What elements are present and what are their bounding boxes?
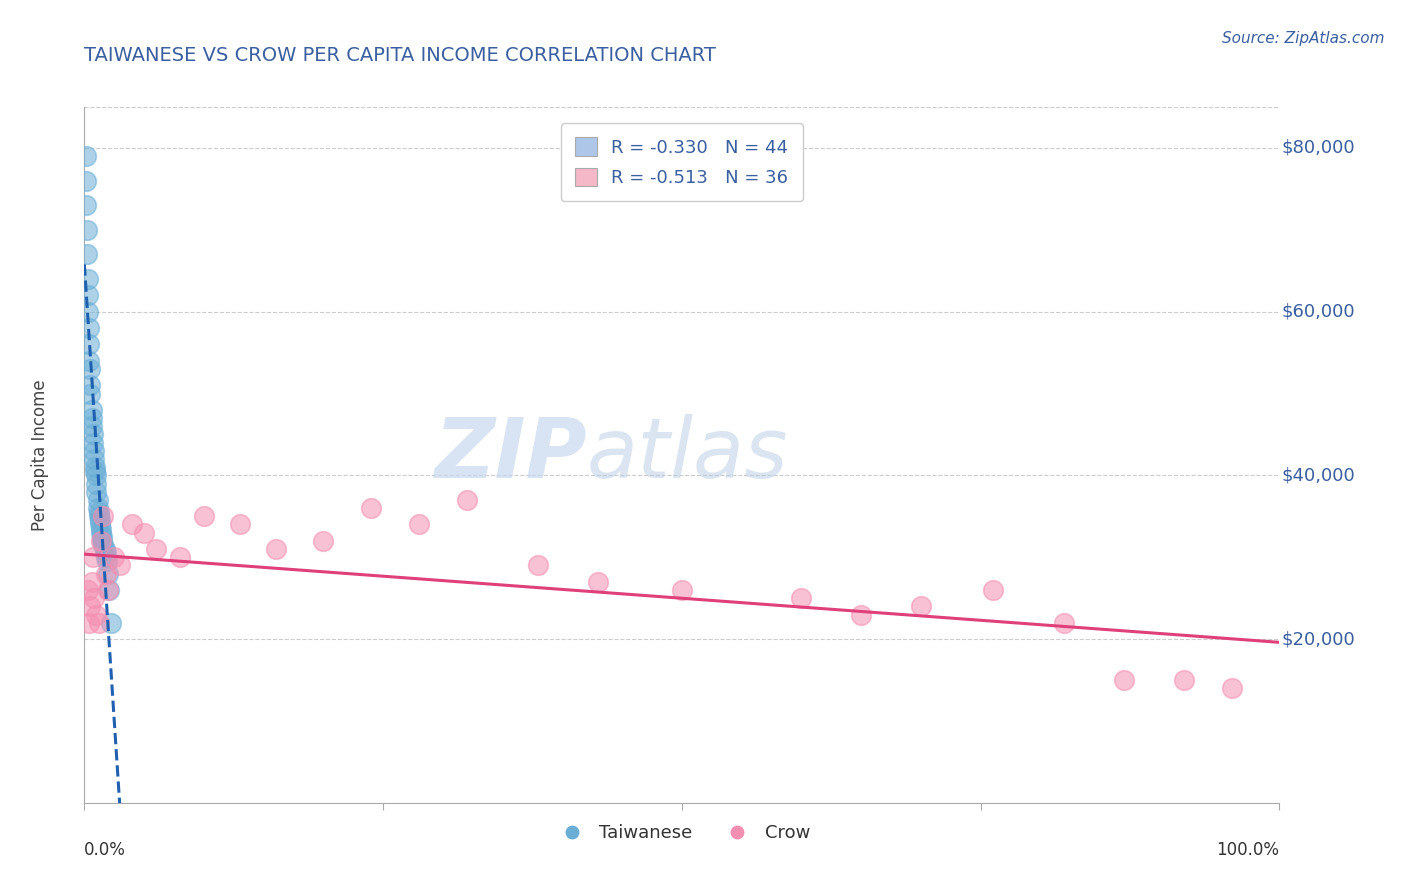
Point xyxy=(91,530,114,544)
Point xyxy=(86,492,108,507)
Point xyxy=(90,522,112,536)
Text: $20,000: $20,000 xyxy=(1282,630,1355,648)
Point xyxy=(981,582,1004,597)
Point xyxy=(83,443,105,458)
Point xyxy=(94,550,117,565)
Point xyxy=(82,435,104,450)
Text: $80,000: $80,000 xyxy=(1282,139,1355,157)
Point xyxy=(97,566,120,581)
Point xyxy=(588,574,610,589)
Point xyxy=(110,558,132,573)
Point xyxy=(229,517,252,532)
Point xyxy=(75,198,97,212)
Point xyxy=(90,533,112,548)
Point xyxy=(80,574,103,589)
Text: $40,000: $40,000 xyxy=(1282,467,1355,484)
Point xyxy=(89,513,111,527)
Point xyxy=(79,378,101,392)
Point xyxy=(86,468,108,483)
Point xyxy=(77,304,100,318)
Point xyxy=(312,533,335,548)
Point xyxy=(1053,615,1076,630)
Point xyxy=(100,615,122,630)
Point xyxy=(132,525,156,540)
Point xyxy=(89,517,111,532)
Text: atlas: atlas xyxy=(586,415,787,495)
Point xyxy=(103,550,125,565)
Point xyxy=(790,591,813,606)
Point xyxy=(82,550,104,565)
Point xyxy=(169,550,191,565)
Point xyxy=(527,558,550,573)
Point xyxy=(90,525,112,540)
Point xyxy=(1173,673,1195,687)
Point xyxy=(77,337,100,351)
Point xyxy=(75,174,97,188)
Point xyxy=(98,582,121,597)
Point xyxy=(79,362,101,376)
Point xyxy=(851,607,873,622)
Point xyxy=(77,272,100,286)
Point xyxy=(79,599,101,614)
Point xyxy=(93,542,115,557)
Point xyxy=(193,509,215,524)
Point xyxy=(84,464,107,478)
Point xyxy=(97,582,120,597)
Point xyxy=(84,460,107,475)
Point xyxy=(1220,681,1243,696)
Point xyxy=(77,288,100,302)
Point xyxy=(1114,673,1136,687)
Text: $60,000: $60,000 xyxy=(1282,302,1355,321)
Text: 0.0%: 0.0% xyxy=(84,841,127,859)
Point xyxy=(94,566,117,581)
Point xyxy=(86,476,108,491)
Point xyxy=(80,403,103,417)
Point xyxy=(76,247,98,261)
Point xyxy=(75,149,97,163)
Point xyxy=(456,492,478,507)
Legend: Taiwanese, Crow: Taiwanese, Crow xyxy=(547,817,817,849)
Point xyxy=(94,546,117,560)
Point xyxy=(96,554,118,568)
Point xyxy=(79,386,101,401)
Point xyxy=(87,509,110,524)
Point xyxy=(408,517,430,532)
Point xyxy=(80,419,103,434)
Point xyxy=(76,223,98,237)
Point xyxy=(360,501,382,516)
Point xyxy=(80,411,103,425)
Point xyxy=(77,353,100,368)
Text: Source: ZipAtlas.com: Source: ZipAtlas.com xyxy=(1222,31,1385,46)
Point xyxy=(87,505,110,519)
Point xyxy=(86,484,108,499)
Text: ZIP: ZIP xyxy=(433,415,586,495)
Point xyxy=(93,538,115,552)
Point xyxy=(77,321,100,335)
Point xyxy=(83,591,105,606)
Point xyxy=(264,542,287,557)
Point xyxy=(145,542,167,557)
Point xyxy=(93,509,115,524)
Point xyxy=(91,533,114,548)
Point xyxy=(86,501,108,516)
Point xyxy=(77,582,100,597)
Point xyxy=(671,582,693,597)
Text: 100.0%: 100.0% xyxy=(1216,841,1279,859)
Point xyxy=(82,427,104,442)
Point xyxy=(86,607,108,622)
Point xyxy=(87,615,110,630)
Point xyxy=(910,599,932,614)
Text: TAIWANESE VS CROW PER CAPITA INCOME CORRELATION CHART: TAIWANESE VS CROW PER CAPITA INCOME CORR… xyxy=(84,46,716,65)
Point xyxy=(83,452,105,467)
Point xyxy=(121,517,143,532)
Point xyxy=(77,615,100,630)
Text: Per Capita Income: Per Capita Income xyxy=(31,379,48,531)
